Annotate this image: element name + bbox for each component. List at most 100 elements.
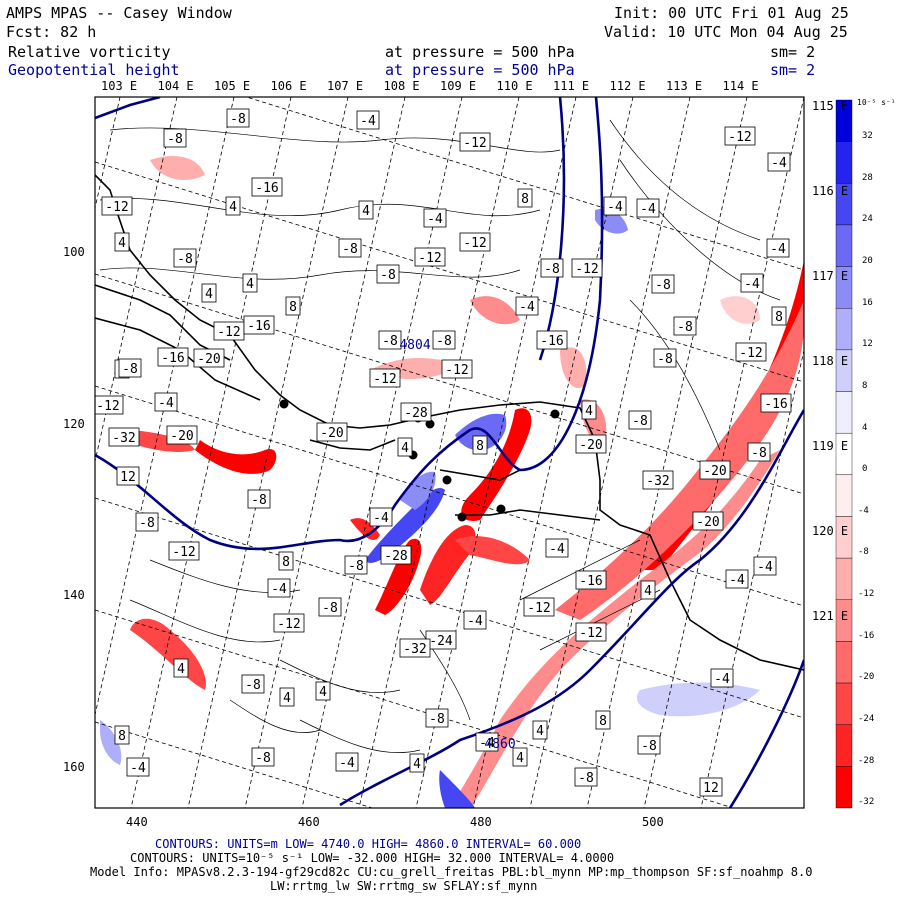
vorticity-contour-label: -8 bbox=[338, 238, 362, 258]
svg-text:-16: -16 bbox=[247, 319, 270, 334]
svg-text:8: 8 bbox=[476, 439, 484, 454]
vorticity-contour-10 bbox=[519, 539, 641, 601]
svg-text:-12: -12 bbox=[105, 200, 128, 215]
vorticity-contour-label: -20 bbox=[699, 460, 731, 480]
vorticity-contour-label: -12 bbox=[213, 321, 245, 341]
vorticity-contour-label: -20 bbox=[166, 425, 198, 445]
svg-text:-12: -12 bbox=[739, 346, 762, 361]
svg-text:-8: -8 bbox=[655, 278, 671, 293]
vorticity-contour-label: -4 bbox=[356, 110, 380, 130]
init-time: Init: 00 UTC Fri 01 Aug 25 bbox=[614, 4, 849, 22]
svg-text:-8: -8 bbox=[322, 601, 338, 616]
vorticity-contour-label: 4 bbox=[409, 753, 425, 773]
longitude-label: 111 E bbox=[553, 79, 590, 93]
svg-text:-4: -4 bbox=[771, 156, 787, 171]
svg-text:-20: -20 bbox=[170, 429, 193, 444]
colorbar-tick-label: 0 bbox=[862, 464, 868, 475]
vorticity-contour-label: 4 bbox=[532, 720, 548, 740]
vorticity-contour-label: -32 bbox=[642, 470, 674, 490]
colorbar-tick-label: 4 bbox=[862, 422, 868, 433]
svg-text:4: 4 bbox=[413, 757, 421, 772]
vorticity-shade-6 bbox=[455, 536, 530, 565]
vorticity-shade-20 bbox=[150, 155, 205, 180]
chart-title: AMPS MPAS -- Casey Window bbox=[6, 4, 232, 22]
svg-text:8: 8 bbox=[599, 714, 607, 729]
svg-text:4: 4 bbox=[516, 751, 524, 766]
svg-text:-8: -8 bbox=[677, 320, 693, 335]
vorticity-contour-label: 4 bbox=[640, 580, 656, 600]
svg-text:-8: -8 bbox=[436, 334, 452, 349]
longitude-label: 120 E bbox=[812, 524, 849, 538]
colorbar-swatch bbox=[835, 474, 853, 517]
vorticity-contour-label: -4 bbox=[154, 392, 178, 412]
meridian-line bbox=[529, 97, 691, 808]
vorticity-contour-label: -4 bbox=[740, 273, 764, 293]
svg-text:-12: -12 bbox=[579, 626, 602, 641]
vorticity-contour-label: -4 bbox=[126, 757, 150, 777]
colorbar-swatch bbox=[835, 141, 853, 184]
vorticity-shade-3 bbox=[461, 408, 532, 521]
longitude-label: 112 E bbox=[609, 79, 646, 93]
vorticity-contour-label: -16 bbox=[243, 315, 275, 335]
svg-text:-8: -8 bbox=[429, 712, 445, 727]
svg-text:4: 4 bbox=[118, 236, 126, 251]
vorticity-contour-label: 8 bbox=[114, 725, 130, 745]
vorticity-contour-label: 4 bbox=[242, 273, 258, 293]
svg-text:-4: -4 bbox=[744, 277, 760, 292]
vorticity-contour-0 bbox=[109, 127, 561, 153]
vorticity-shade-18 bbox=[470, 296, 520, 325]
colorbar-tick-label: 12 bbox=[862, 339, 873, 350]
vorticity-contour-label: -16 bbox=[760, 393, 792, 413]
vorticity-shade-2 bbox=[451, 450, 780, 808]
svg-text:-20: -20 bbox=[197, 352, 220, 367]
vorticity-contour-label: -4 bbox=[710, 668, 734, 688]
svg-text:-12: -12 bbox=[373, 372, 396, 387]
meridian-line bbox=[586, 97, 748, 808]
vorticity-contour-label: -12 bbox=[575, 622, 607, 642]
field1-name: Relative vorticity bbox=[8, 43, 171, 61]
svg-text:-4: -4 bbox=[130, 761, 146, 776]
field1-level: at pressure = 500 hPa bbox=[385, 43, 575, 61]
vorticity-contour-label: -4 bbox=[475, 732, 499, 752]
svg-text:8: 8 bbox=[118, 729, 126, 744]
vorticity-contour-2 bbox=[99, 267, 521, 280]
longitude-label: 116 E bbox=[812, 184, 849, 198]
longitude-label: 105 E bbox=[214, 79, 251, 93]
vorticity-contour-label: 4 bbox=[512, 747, 528, 767]
svg-text:-4: -4 bbox=[360, 114, 376, 129]
vorticity-contour-label: -8 bbox=[425, 708, 449, 728]
vorticity-contour-label: -4 bbox=[545, 538, 569, 558]
vorticity-contour-label: -28 bbox=[400, 402, 432, 422]
svg-text:-12: -12 bbox=[217, 325, 240, 340]
svg-text:-12: -12 bbox=[527, 601, 550, 616]
vorticity-contour-label: 4 bbox=[201, 283, 217, 303]
vorticity-contour-label: -8 bbox=[376, 264, 400, 284]
vorticity-contour-label: -24 bbox=[425, 630, 457, 650]
vorticity-contour-label: -20 bbox=[193, 348, 225, 368]
svg-text:4: 4 bbox=[283, 691, 291, 706]
colorbar-tick-label: 32 bbox=[862, 131, 873, 141]
longitude-label: 117 E bbox=[812, 269, 849, 283]
field2-smoothing: sm= 2 bbox=[770, 61, 816, 79]
vorticity-contour-label: -8 bbox=[747, 442, 771, 462]
svg-text:-20: -20 bbox=[320, 426, 343, 441]
height-contour-label: 4860 bbox=[484, 737, 515, 752]
y-axis-tick-label: 140 bbox=[63, 588, 85, 602]
svg-text:-20: -20 bbox=[579, 438, 602, 453]
vorticity-contour-label: -12 bbox=[459, 232, 491, 252]
colorbar-tick-label: -12 bbox=[858, 589, 875, 600]
vorticity-contour-label: -8 bbox=[251, 747, 275, 767]
field2-level: at pressure = 500 hPa bbox=[385, 61, 575, 79]
colorbar-tick-label: -8 bbox=[858, 547, 869, 558]
vorticity-contour-label: 4 bbox=[173, 658, 189, 678]
svg-text:-8: -8 bbox=[255, 751, 271, 766]
svg-text:4: 4 bbox=[205, 287, 213, 302]
vorticity-contour-label: -8 bbox=[173, 248, 197, 268]
svg-text:12: 12 bbox=[120, 470, 136, 485]
meridian-line bbox=[643, 97, 804, 808]
svg-text:-16: -16 bbox=[579, 574, 602, 589]
vorticity-contour-9 bbox=[299, 719, 421, 753]
meridian-line bbox=[95, 97, 235, 717]
svg-text:-12: -12 bbox=[463, 236, 486, 251]
colorbar-tick-label: -16 bbox=[858, 630, 875, 641]
